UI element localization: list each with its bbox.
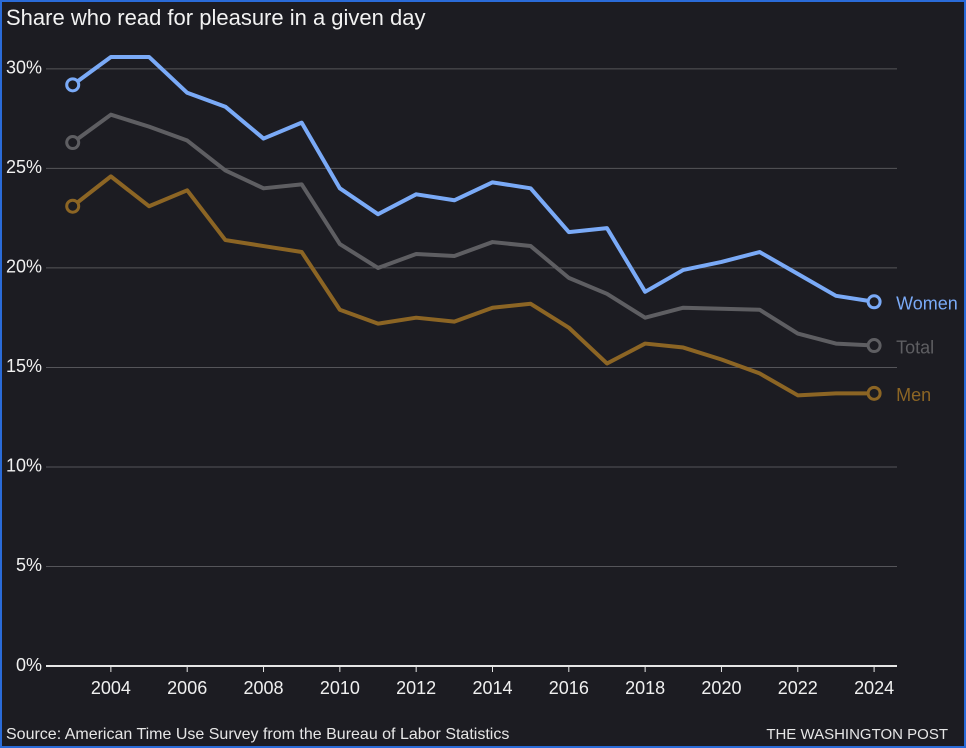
legend-label: Total bbox=[896, 337, 934, 357]
end-marker bbox=[65, 198, 81, 214]
x-tick-label: 2012 bbox=[396, 678, 436, 698]
source: Source: American Time Use Survey from th… bbox=[6, 726, 509, 743]
y-tick-label: 25% bbox=[6, 157, 42, 177]
y-tick-label: 15% bbox=[6, 356, 42, 376]
credit: THE WASHINGTON POST bbox=[766, 726, 948, 743]
x-tick-label: 2016 bbox=[549, 678, 589, 698]
end-marker bbox=[866, 294, 882, 310]
x-tick-label: 2024 bbox=[854, 678, 894, 698]
y-tick-label: 0% bbox=[16, 655, 42, 675]
end-marker bbox=[866, 338, 882, 354]
y-tick-label: 20% bbox=[6, 257, 42, 277]
y-tick-label: 10% bbox=[6, 456, 42, 476]
x-tick-label: 2004 bbox=[91, 678, 131, 698]
x-tick-label: 2022 bbox=[778, 678, 818, 698]
x-tick-label: 2006 bbox=[167, 678, 207, 698]
legend-label: Women bbox=[896, 294, 958, 314]
chart-title: Share who read for pleasure in a given d… bbox=[6, 5, 425, 30]
series-line bbox=[71, 174, 875, 398]
series-line bbox=[71, 54, 875, 304]
y-tick-label: 5% bbox=[16, 555, 42, 575]
end-marker bbox=[866, 385, 882, 401]
series-line bbox=[71, 112, 875, 348]
x-tick-label: 2018 bbox=[625, 678, 665, 698]
x-tick-label: 2008 bbox=[243, 678, 283, 698]
end-marker bbox=[65, 135, 81, 151]
x-tick-label: 2014 bbox=[472, 678, 512, 698]
x-tick-label: 2010 bbox=[320, 678, 360, 698]
x-tick-label: 2020 bbox=[701, 678, 741, 698]
y-tick-label: 30% bbox=[6, 58, 42, 78]
end-marker bbox=[65, 77, 81, 93]
legend-label: Men bbox=[896, 385, 931, 405]
